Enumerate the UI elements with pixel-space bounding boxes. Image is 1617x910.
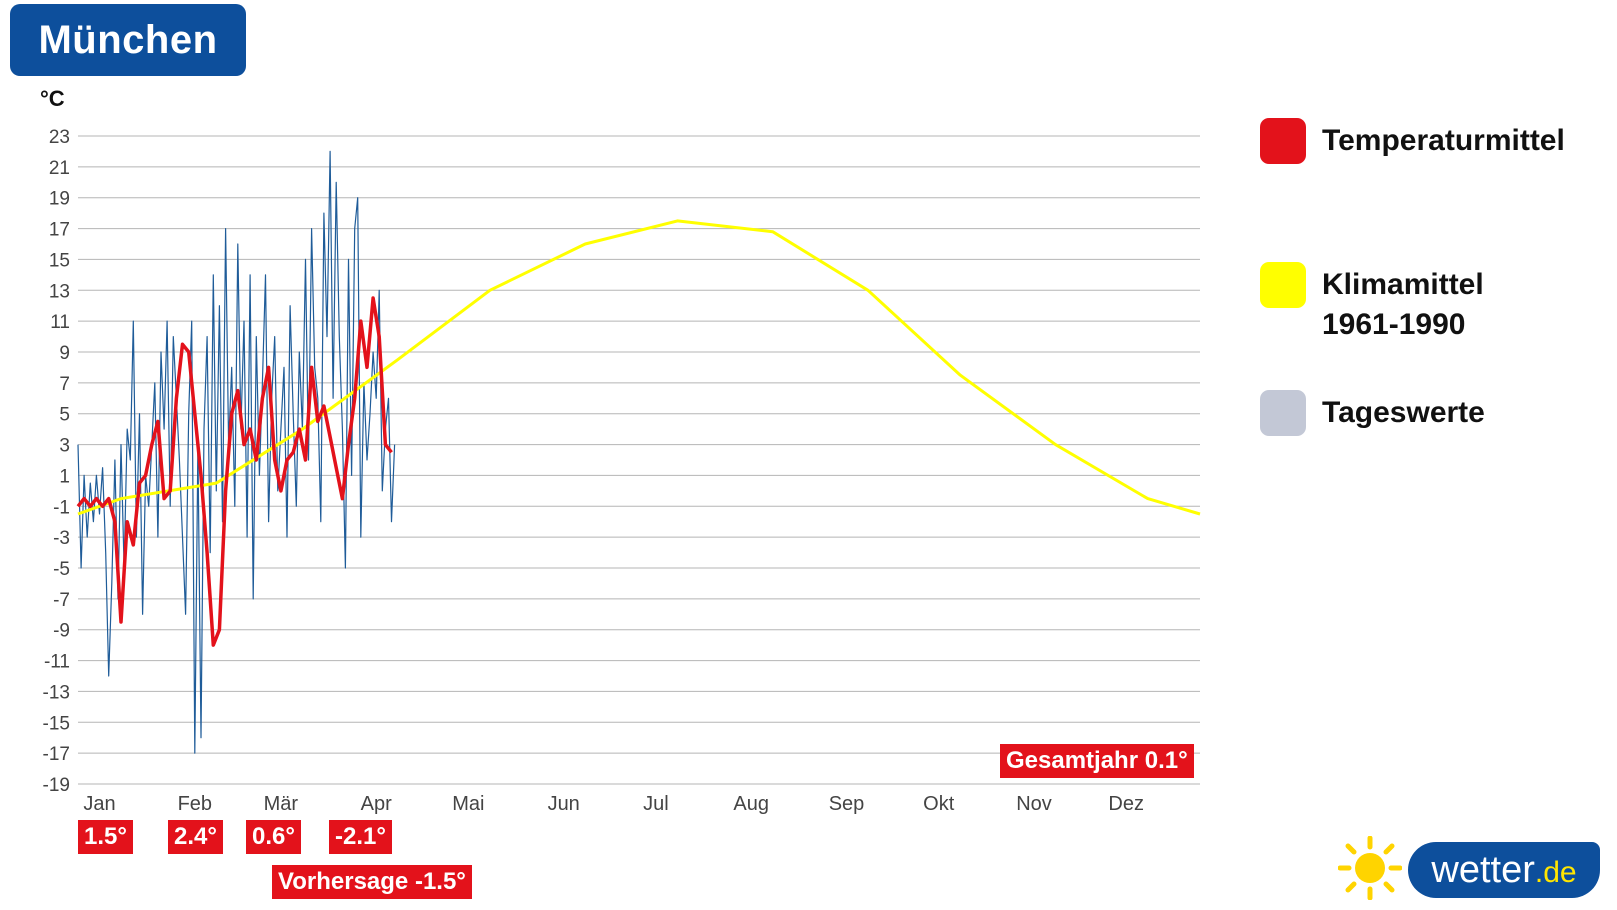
legend-label: Temperaturmittel bbox=[1322, 124, 1565, 157]
y-tick-label: -3 bbox=[53, 528, 70, 549]
month-label: Jul bbox=[643, 793, 669, 815]
annual-mean-badge: Gesamtjahr 0.1° bbox=[1000, 744, 1194, 778]
month-label: Mai bbox=[452, 793, 484, 815]
monthly-mean-apr: -2.1° bbox=[329, 820, 392, 854]
legend-swatch-grey bbox=[1260, 390, 1306, 436]
y-tick-label: 23 bbox=[49, 127, 70, 148]
y-axis-unit: °C bbox=[40, 86, 65, 111]
y-tick-label: 13 bbox=[49, 281, 70, 302]
forecast-badge: Vorhersage -1.5° bbox=[272, 865, 472, 899]
y-tick-label: -19 bbox=[43, 775, 70, 796]
y-tick-label: 7 bbox=[59, 374, 70, 395]
y-tick-label: 3 bbox=[59, 436, 70, 457]
month-label: Feb bbox=[178, 793, 212, 815]
month-label: Sep bbox=[829, 793, 865, 815]
y-tick-label: 1 bbox=[59, 466, 70, 487]
sun-icon bbox=[1337, 835, 1403, 905]
legend-swatch-yellow bbox=[1260, 262, 1306, 308]
y-tick-label: -17 bbox=[43, 744, 70, 765]
month-label: Jun bbox=[548, 793, 580, 815]
month-labels: Jan Feb Mär Apr Mai Jun Jul Aug Sep Okt Nov Dez bbox=[83, 793, 1144, 815]
y-tick-label: -9 bbox=[53, 621, 70, 642]
city-title: München bbox=[10, 4, 246, 76]
y-tick-label: -13 bbox=[43, 682, 70, 703]
month-label: Apr bbox=[361, 793, 392, 815]
y-tick-label: 19 bbox=[49, 189, 70, 210]
month-label: Aug bbox=[733, 793, 769, 815]
legend-label: Klimamittel 1961-1990 bbox=[1322, 268, 1484, 341]
series-line-temperaturmittel bbox=[76, 296, 393, 647]
month-label: Nov bbox=[1016, 793, 1052, 815]
logo-name: wetter bbox=[1431, 849, 1535, 891]
month-label: Dez bbox=[1108, 793, 1144, 815]
month-label: Mär bbox=[264, 793, 299, 815]
series-line-tageswerte bbox=[77, 150, 396, 754]
logo-tld: .de bbox=[1534, 856, 1577, 889]
monthly-mean-mar: 0.6° bbox=[246, 820, 301, 854]
y-tick-label: -11 bbox=[44, 652, 70, 673]
y-tick-label: 15 bbox=[49, 250, 70, 271]
chart-series bbox=[76, 150, 1201, 754]
legend-swatch-red bbox=[1260, 118, 1306, 164]
month-label: Okt bbox=[923, 793, 955, 815]
y-tick-label: -1 bbox=[53, 497, 70, 518]
y-tick-labels: 23 21 19 17 15 13 11 9 7 5 3 1 -1 -3 -5 -7 -9 -11 -13 -15 -1… bbox=[43, 127, 70, 796]
wetter-logo[interactable]: wetter.de bbox=[1408, 842, 1600, 898]
monthly-mean-feb: 2.4° bbox=[168, 820, 223, 854]
y-tick-label: -5 bbox=[53, 559, 70, 580]
grid-lines bbox=[78, 135, 1200, 785]
y-tick-label: -15 bbox=[43, 713, 70, 734]
month-label: Jan bbox=[83, 793, 115, 815]
legend-label: Tageswerte bbox=[1322, 396, 1485, 429]
y-tick-label: 9 bbox=[59, 343, 70, 364]
y-tick-label: 5 bbox=[59, 405, 70, 426]
y-tick-label: 17 bbox=[49, 220, 70, 241]
y-tick-label: 11 bbox=[50, 312, 70, 333]
y-tick-label: 21 bbox=[49, 158, 70, 179]
y-tick-label: -7 bbox=[53, 590, 70, 611]
series-line-klimamittel-1961-1990 bbox=[77, 219, 1201, 516]
monthly-mean-jan: 1.5° bbox=[78, 820, 133, 854]
